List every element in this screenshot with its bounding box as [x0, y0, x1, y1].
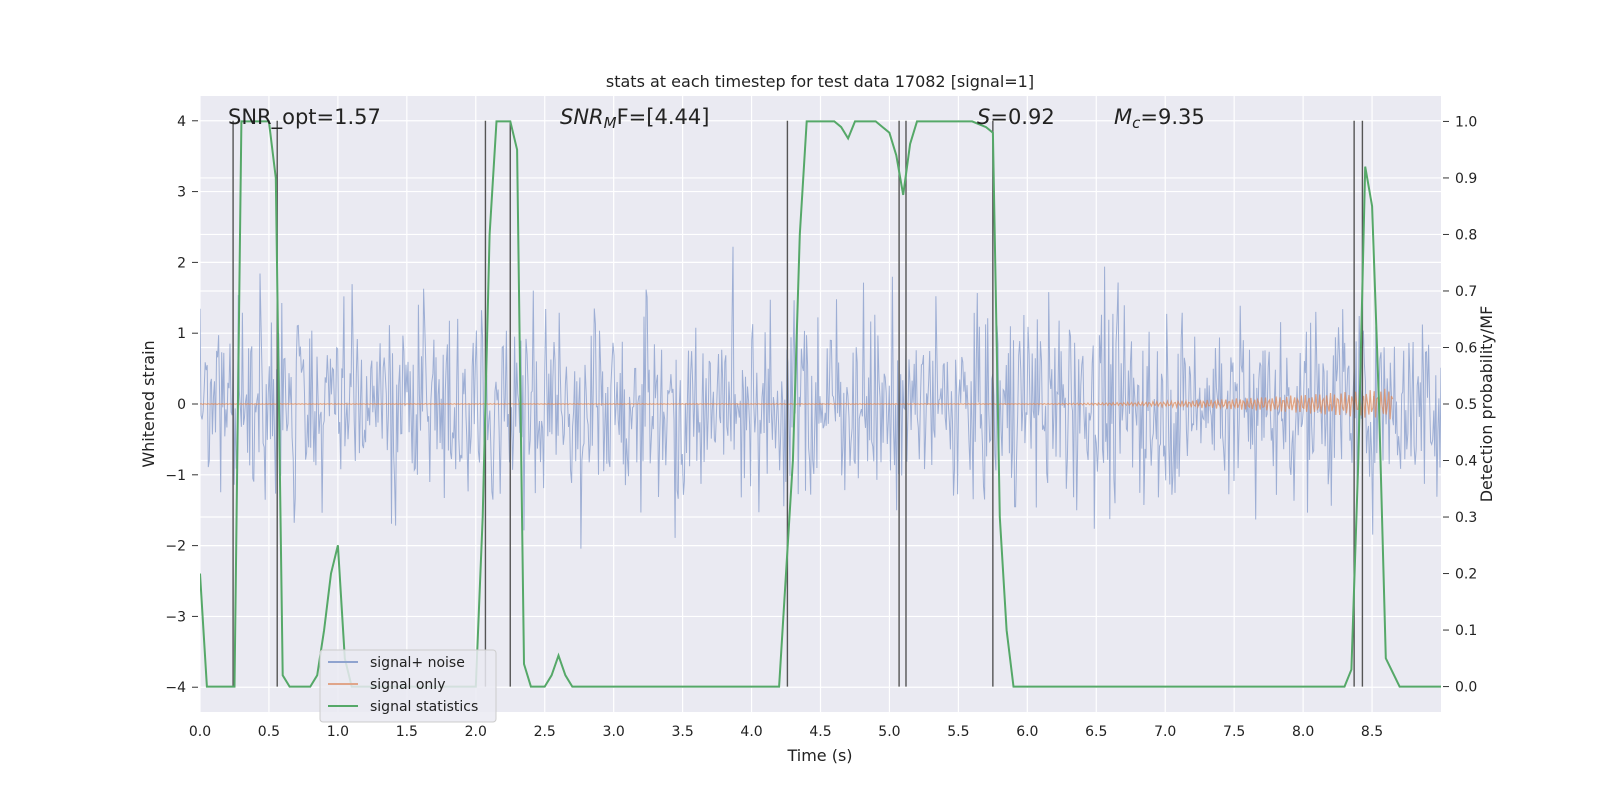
y-left-tick-labels: 4 3 2 1 0 −1 −2 −3 −4: [165, 114, 198, 696]
annotation-snr-mf: SNRMF=[4.44]: [560, 105, 709, 132]
y-right-tick-labels: 1.0 0.9 0.8 0.7 0.6 0.5 0.4 0.3 0.2 0.1 0.0: [1443, 114, 1477, 696]
y-right-tick-label: 1.0: [1455, 114, 1477, 130]
x-axis-label: Time (s): [786, 746, 852, 765]
x-tick-label: 5.0: [878, 724, 900, 740]
annotation-mc: Mc=9.35: [1114, 105, 1205, 132]
annotation-snr-opt: SNR_opt=1.57: [228, 105, 381, 130]
y-left-tick-label: 1: [177, 326, 186, 342]
chart-title: stats at each timestep for test data 170…: [606, 72, 1034, 91]
annotation-snr-mf-subscript: M: [604, 114, 617, 132]
y-right-tick-label: 0.1: [1455, 623, 1477, 639]
x-tick-label: 8.5: [1361, 724, 1383, 740]
x-tick-label: 3.5: [671, 724, 693, 740]
y-axis-left-label: Whitened strain: [139, 340, 158, 467]
y-right-tick-label: 0.7: [1455, 284, 1477, 300]
y-left-tick-label: 3: [177, 185, 186, 201]
y-right-tick-label: 0.0: [1455, 680, 1477, 696]
signal-only-line: [200, 388, 1394, 420]
x-tick-labels: 0.0 0.5 1.0 1.5 2.0 2.5 3.0 3.5 4.0 4.5 5.0 5.5 6.0 6…: [189, 724, 1383, 740]
y-left-tick-label: 4: [177, 114, 186, 130]
x-tick-label: 6.5: [1085, 724, 1107, 740]
y-right-tick-label: 0.8: [1455, 227, 1477, 243]
legend: signal+ noise signal only signal statist…: [319, 649, 497, 723]
signal-statistics-line: [200, 120, 1441, 688]
y-axis-right-label: Detection probability/MF: [1477, 306, 1496, 503]
annotation-snr-mf-value: F=[4.44]: [617, 105, 710, 129]
y-left-tick-label: −2: [165, 539, 186, 555]
legend-label-signal-noise: signal+ noise: [370, 655, 465, 671]
x-tick-label: 5.5: [947, 724, 969, 740]
y-left-tick-label: −3: [165, 609, 186, 625]
annotation-mc-symbol: M: [1114, 105, 1132, 129]
y-right-tick-label: 0.3: [1455, 510, 1477, 526]
legend-label-signal-statistics: signal statistics: [370, 699, 478, 715]
x-tick-label: 0.0: [189, 724, 211, 740]
signal-noise-line: [200, 246, 1441, 549]
x-tick-label: 2.5: [534, 724, 556, 740]
y-right-tick-label: 0.9: [1455, 171, 1477, 187]
x-tick-label: 4.0: [740, 724, 762, 740]
y-left-tick-label: 0: [177, 397, 186, 413]
annotation-s-value: =0.92: [990, 105, 1054, 129]
x-tick-label: 7.5: [1223, 724, 1245, 740]
legend-box: [319, 649, 497, 723]
x-tick-label: 2.0: [465, 724, 487, 740]
annotation-s: S=0.92: [977, 105, 1055, 129]
y-left-tick-label: −4: [165, 680, 186, 696]
signal-noise-series: [200, 246, 1441, 549]
x-tick-label: 6.0: [1016, 724, 1038, 740]
annotation-s-symbol: S: [977, 105, 990, 129]
y-right-tick-label: 0.4: [1455, 454, 1477, 470]
x-tick-label: 1.5: [396, 724, 418, 740]
y-left-tick-label: −1: [165, 468, 186, 484]
x-tick-label: 0.5: [258, 724, 280, 740]
annotation-mc-subscript: c: [1132, 114, 1141, 132]
signal-only-series: [200, 388, 1394, 420]
x-tick-label: 7.0: [1154, 724, 1176, 740]
x-tick-label: 4.5: [809, 724, 831, 740]
y-right-tick-label: 0.5: [1455, 397, 1477, 413]
signal-statistics-series: [200, 120, 1441, 688]
y-right-tick-label: 0.2: [1455, 567, 1477, 583]
x-tick-label: 8.0: [1292, 724, 1314, 740]
annotation-mc-value: =9.35: [1140, 105, 1204, 129]
x-tick-label: 3.0: [603, 724, 625, 740]
x-tick-label: 1.0: [327, 724, 349, 740]
y-left-tick-label: 2: [177, 255, 186, 271]
y-right-tick-label: 0.6: [1455, 340, 1477, 356]
annotation-snr-mf-symbol: SNR: [560, 105, 604, 129]
legend-label-signal-only: signal only: [370, 677, 445, 693]
